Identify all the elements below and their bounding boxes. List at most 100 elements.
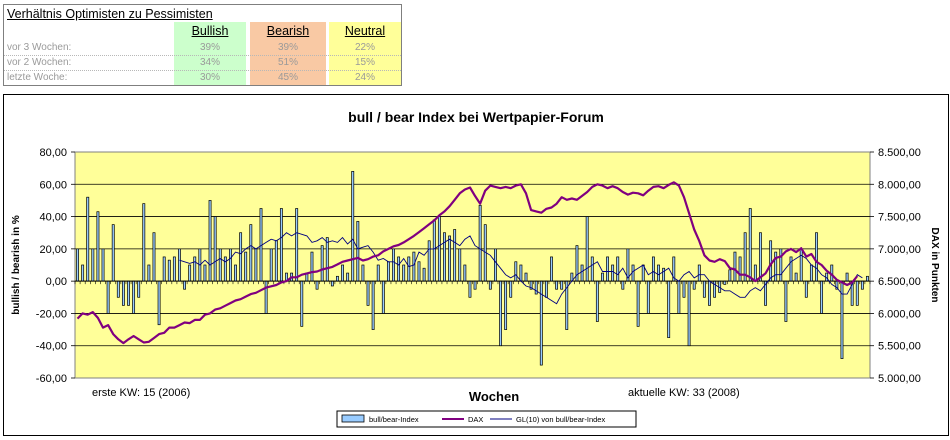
y-axis-label: bullish / bearish in % (11, 215, 22, 315)
bull-bear-bar (794, 272, 798, 282)
bull-bear-bar (254, 248, 258, 282)
bull-bear-bar (499, 280, 502, 347)
y2-tick-label: 7.000,00 (878, 244, 921, 256)
bull-bear-bar (346, 272, 350, 282)
y-tick-label: -60,00 (36, 373, 67, 385)
bull-bear-bar (687, 280, 691, 347)
row-label-last-week: letzte Woche: (7, 72, 68, 83)
bull-bear-bar (320, 245, 324, 282)
bull-bear-bar (702, 280, 706, 298)
y-tick-label: 20,00 (39, 244, 67, 256)
bull-bear-bar (779, 248, 783, 282)
bull-bear-bar (392, 248, 395, 282)
x-axis-label: Wochen (469, 389, 519, 404)
bull-bear-bar (550, 256, 553, 282)
bull-bear-bar (590, 256, 594, 282)
legend: bull/bear-Index DAX GL(10) von bull/bear… (336, 410, 637, 428)
y-tick-label: 60,00 (39, 179, 67, 191)
bull-bear-bar (101, 248, 105, 282)
bull-bear-bar (427, 240, 431, 282)
bull-bear-bar (616, 256, 620, 282)
row1-bearish: 51% (277, 57, 298, 68)
bull-bear-bar (167, 259, 171, 282)
bull-bear-bar (585, 216, 589, 282)
bull-bear-bar (866, 275, 869, 282)
y2-tick-label: 7.500,00 (878, 212, 921, 224)
bull-bear-bar (223, 256, 227, 282)
bull-bear-bar (728, 269, 732, 282)
row2-neutral: 24% (354, 72, 375, 83)
bull-bear-chart: bull / bear Index bei Wertpapier-Forum 8… (11, 109, 940, 428)
row0-bearish: 39% (277, 42, 298, 53)
bull-bear-bar (218, 248, 222, 282)
y-tick-label: 40,00 (39, 212, 67, 224)
bull-bear-bar (356, 221, 360, 282)
bull-bear-bar (208, 200, 212, 282)
y-tick-label: -40,00 (36, 341, 67, 353)
bull-bear-bar (662, 267, 666, 282)
bearish-header: Bearish (266, 24, 310, 38)
row0-neutral: 22% (354, 42, 375, 53)
bull-bear-bar (310, 251, 314, 282)
bull-bear-bar (188, 264, 192, 282)
bull-bear-bar (183, 280, 186, 290)
bull-bear-bar (407, 256, 411, 282)
bull-bear-bar (244, 251, 248, 282)
bull-bear-bar (147, 264, 151, 282)
row-separator (4, 55, 401, 56)
bull-bear-bar (799, 248, 803, 282)
bull-bear-bar (748, 208, 752, 282)
bull-bear-bar (692, 280, 696, 290)
neutral-column-bg (329, 22, 401, 85)
chart-title: bull / bear Index bei Wertpapier-Forum (348, 109, 604, 125)
bull-bear-bar (636, 280, 640, 327)
series-lines (76, 181, 863, 345)
bull-bear-bar (601, 272, 604, 282)
bull-bear-bar (555, 280, 559, 290)
bull-bear-bar (621, 280, 625, 290)
bull-bear-bar (815, 232, 818, 282)
row2-bearish: 45% (277, 72, 298, 83)
bull-bear-bar (524, 272, 528, 282)
bull-bear-bar (784, 280, 788, 322)
bull-bear-bar (473, 280, 477, 290)
bull-bear-bar (152, 232, 156, 282)
bull-bear-bar (432, 219, 436, 282)
legend-bar-label: bull/bear-Index (369, 415, 419, 424)
dax-line (76, 181, 859, 345)
row0-bullish: 39% (199, 42, 220, 53)
bull-bear-bar (106, 280, 110, 314)
bull-bear-bar (315, 280, 319, 290)
left-axis-ticks: 80,00 60,00 40,00 20,00 0,00 -20,00 -40,00 -60,… (36, 147, 75, 385)
bull-bear-bar (769, 240, 773, 282)
bull-bear-bar (412, 251, 416, 282)
bull-bear-bar (239, 232, 243, 282)
bull-bear-bar (142, 203, 146, 282)
bull-bear-bar (667, 280, 671, 338)
bull-bear-bar (264, 280, 268, 314)
row1-bullish: 34% (199, 57, 220, 68)
bull-bear-bar (274, 240, 278, 282)
chart-container: bull / bear Index bei Wertpapier-Forum 8… (3, 94, 949, 436)
bull-bear-bar (845, 272, 849, 282)
bull-bear-bar (809, 264, 813, 282)
bull-bear-bar (229, 248, 232, 282)
bull-bear-bar (213, 216, 217, 282)
sentiment-summary-table: Verhältnis Optimisten zu Pessimisten Bul… (3, 4, 402, 86)
bull-bear-bar (279, 208, 283, 282)
bull-bear-bar (708, 280, 711, 306)
bull-bear-bar (453, 229, 457, 282)
bull-bear-bar (595, 280, 599, 322)
bull-bear-bar (86, 196, 90, 282)
bull-bear-bar (325, 237, 329, 282)
bull-bear-bar (804, 280, 808, 298)
bull-bear-bar (738, 256, 742, 282)
bull-bear-bar (203, 264, 207, 282)
bull-bear-bar (860, 280, 864, 290)
bull-bear-bar (580, 264, 584, 282)
bull-bear-bar (682, 280, 686, 298)
bull-bear-bar (488, 280, 492, 290)
bull-bear-bar (417, 261, 421, 282)
bull-bear-bar (509, 280, 513, 298)
bull-bear-bar (733, 251, 737, 282)
